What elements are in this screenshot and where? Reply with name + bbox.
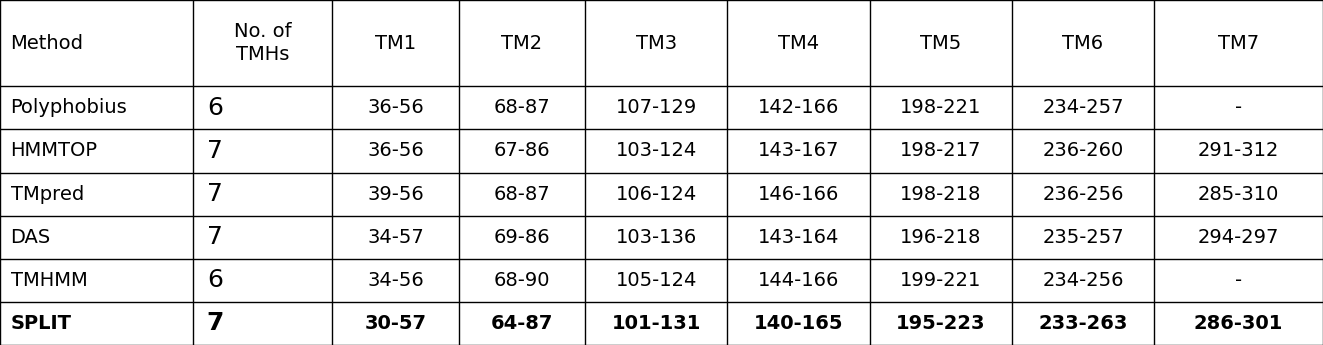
Text: 103-124: 103-124: [615, 141, 697, 160]
Text: 6: 6: [206, 268, 222, 292]
Text: 7: 7: [206, 182, 222, 206]
Text: 196-218: 196-218: [900, 228, 982, 247]
Text: -: -: [1234, 98, 1242, 117]
Text: No. of
TMHs: No. of TMHs: [234, 22, 291, 65]
Text: 140-165: 140-165: [754, 314, 843, 333]
Text: SPLIT: SPLIT: [11, 314, 71, 333]
Text: 68-90: 68-90: [493, 271, 550, 290]
Text: 101-131: 101-131: [611, 314, 701, 333]
Text: 105-124: 105-124: [615, 271, 697, 290]
Text: 234-257: 234-257: [1043, 98, 1123, 117]
Text: 39-56: 39-56: [368, 185, 423, 204]
Text: 64-87: 64-87: [491, 314, 553, 333]
Text: 103-136: 103-136: [615, 228, 697, 247]
Text: 234-256: 234-256: [1043, 271, 1123, 290]
Text: 142-166: 142-166: [758, 98, 839, 117]
Text: 68-87: 68-87: [493, 185, 550, 204]
Text: Method: Method: [11, 33, 83, 53]
Text: -: -: [1234, 271, 1242, 290]
Text: 199-221: 199-221: [900, 271, 982, 290]
Text: TMHMM: TMHMM: [11, 271, 87, 290]
Text: TM6: TM6: [1062, 33, 1103, 53]
Text: 69-86: 69-86: [493, 228, 550, 247]
Text: 36-56: 36-56: [368, 98, 423, 117]
Text: 235-257: 235-257: [1043, 228, 1123, 247]
Text: 294-297: 294-297: [1197, 228, 1279, 247]
Text: 107-129: 107-129: [615, 98, 697, 117]
Text: 6: 6: [206, 96, 222, 120]
Text: 67-86: 67-86: [493, 141, 550, 160]
Text: 146-166: 146-166: [758, 185, 839, 204]
Text: 286-301: 286-301: [1193, 314, 1283, 333]
Text: 291-312: 291-312: [1197, 141, 1279, 160]
Text: 144-166: 144-166: [758, 271, 839, 290]
Text: 7: 7: [206, 139, 222, 163]
Text: 143-164: 143-164: [758, 228, 839, 247]
Text: 195-223: 195-223: [896, 314, 986, 333]
Text: 198-221: 198-221: [900, 98, 982, 117]
Text: Polyphobius: Polyphobius: [11, 98, 127, 117]
Text: 143-167: 143-167: [758, 141, 839, 160]
Text: 198-218: 198-218: [900, 185, 982, 204]
Text: 34-56: 34-56: [368, 271, 423, 290]
Text: DAS: DAS: [11, 228, 50, 247]
Text: TM7: TM7: [1218, 33, 1259, 53]
Text: 236-260: 236-260: [1043, 141, 1123, 160]
Text: 7: 7: [206, 312, 224, 335]
Text: TM4: TM4: [778, 33, 819, 53]
Text: 30-57: 30-57: [365, 314, 426, 333]
Text: 36-56: 36-56: [368, 141, 423, 160]
Text: 198-217: 198-217: [900, 141, 982, 160]
Text: TM1: TM1: [374, 33, 417, 53]
Text: 236-256: 236-256: [1043, 185, 1123, 204]
Text: 285-310: 285-310: [1197, 185, 1279, 204]
Text: TM3: TM3: [635, 33, 677, 53]
Text: 106-124: 106-124: [615, 185, 697, 204]
Text: TMpred: TMpred: [11, 185, 83, 204]
Text: HMMTOP: HMMTOP: [11, 141, 98, 160]
Text: 68-87: 68-87: [493, 98, 550, 117]
Text: TM5: TM5: [919, 33, 962, 53]
Text: 34-57: 34-57: [368, 228, 423, 247]
Text: 233-263: 233-263: [1039, 314, 1127, 333]
Text: 7: 7: [206, 225, 222, 249]
Text: TM2: TM2: [501, 33, 542, 53]
